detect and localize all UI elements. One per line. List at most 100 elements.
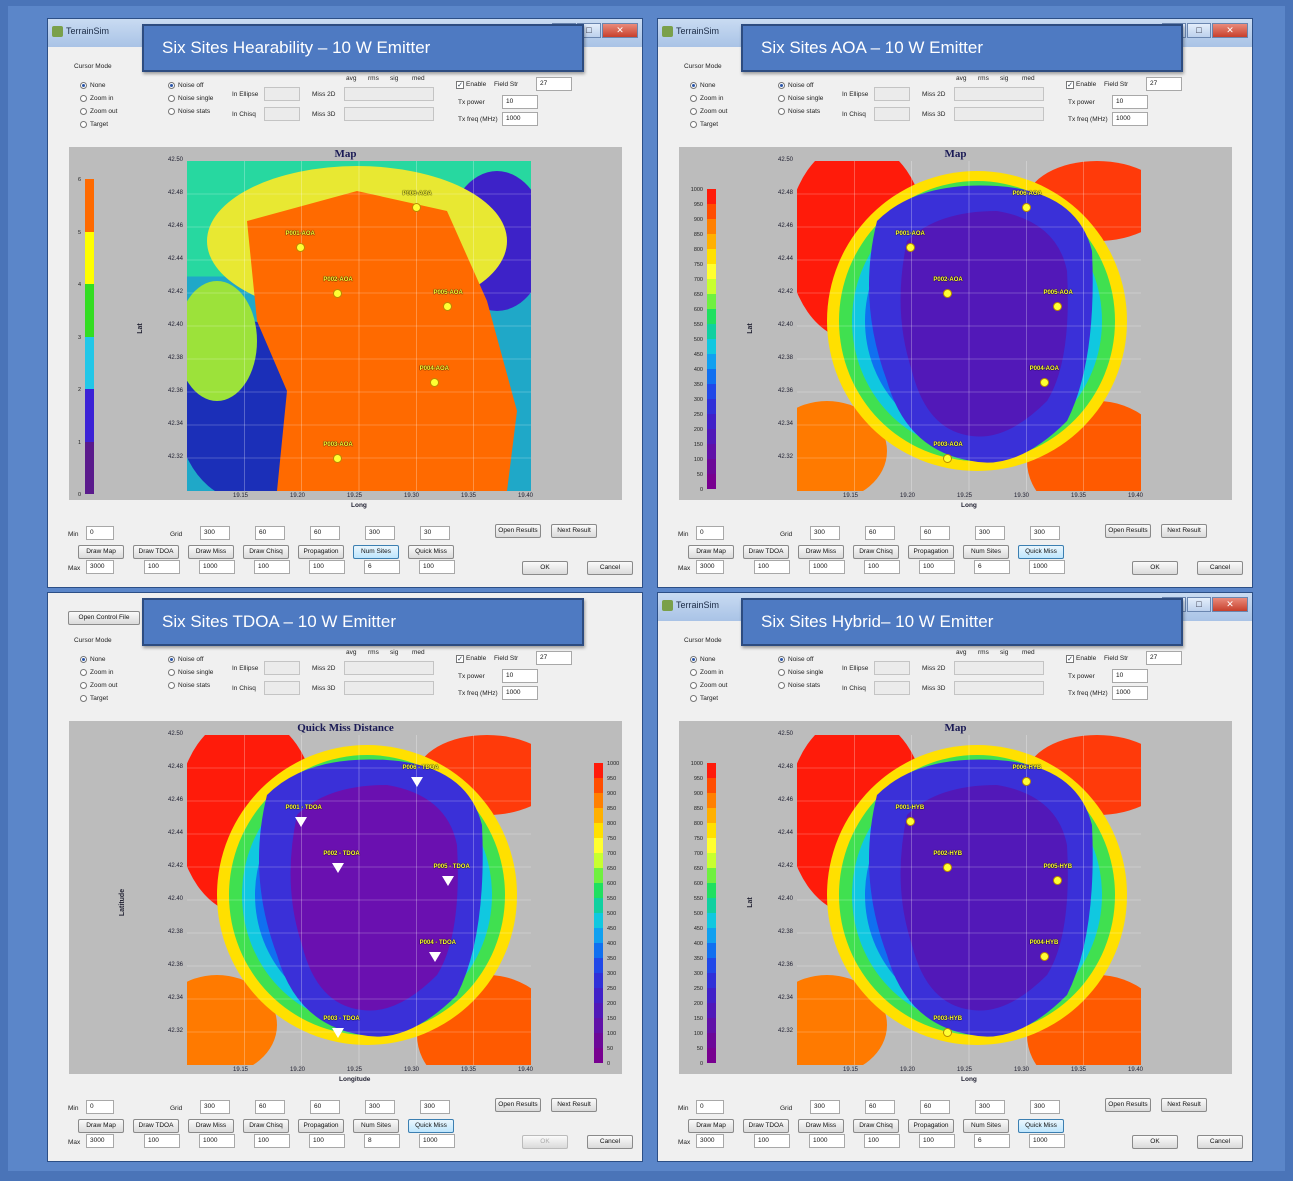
toolbar-button[interactable]: Draw Map [688, 545, 734, 559]
toolbar-button[interactable]: Draw Miss [188, 1119, 234, 1133]
grid-value-input[interactable]: 300 [810, 526, 840, 540]
grid-value-input[interactable]: 60 [310, 1100, 340, 1114]
parameter-input[interactable]: 100 [254, 560, 290, 574]
grid-value-input[interactable]: 300 [975, 526, 1005, 540]
grid-value-input[interactable]: 300 [200, 526, 230, 540]
tx-freq-input[interactable]: 1000 [502, 686, 538, 700]
toolbar-button[interactable]: Num Sites [353, 1119, 399, 1133]
ok-button[interactable]: OK [522, 561, 568, 575]
ok-button[interactable]: OK [1132, 561, 1178, 575]
parameter-input[interactable]: 100 [144, 1134, 180, 1148]
toolbar-button[interactable]: Draw Chisq [243, 545, 289, 559]
max-input[interactable]: 3000 [86, 560, 114, 574]
toolbar-button[interactable]: Num Sites [963, 1119, 1009, 1133]
field-str-input[interactable]: 27 [536, 77, 572, 91]
toolbar-button[interactable]: Draw Miss [798, 545, 844, 559]
tx-power-input[interactable]: 10 [502, 95, 538, 109]
cursor-mode-radio[interactable] [690, 82, 697, 89]
parameter-input[interactable]: 100 [919, 560, 955, 574]
toolbar-button[interactable]: Draw TDOA [133, 545, 179, 559]
tx-power-input[interactable]: 10 [502, 669, 538, 683]
grid-value-input[interactable]: 60 [865, 1100, 895, 1114]
cursor-mode-radio[interactable] [690, 695, 697, 702]
next-result-button[interactable]: Next Result [1161, 524, 1207, 538]
enable-checkbox[interactable]: ✓ [456, 655, 464, 663]
parameter-input[interactable]: 100 [919, 1134, 955, 1148]
parameter-input[interactable]: 6 [364, 560, 400, 574]
grid-value-input[interactable]: 30 [420, 526, 450, 540]
cursor-mode-radio[interactable] [80, 669, 87, 676]
parameter-input[interactable]: 8 [364, 1134, 400, 1148]
maximize-button[interactable]: □ [1187, 23, 1211, 38]
enable-checkbox[interactable]: ✓ [456, 81, 464, 89]
close-button[interactable]: ✕ [602, 23, 638, 38]
next-result-button[interactable]: Next Result [1161, 1098, 1207, 1112]
cursor-mode-radio[interactable] [80, 108, 87, 115]
toolbar-button[interactable]: Num Sites [963, 545, 1009, 559]
close-button[interactable]: ✕ [1212, 597, 1248, 612]
min-input[interactable]: 0 [696, 526, 724, 540]
noise-mode-radio[interactable] [168, 95, 175, 102]
field-str-input[interactable]: 27 [536, 651, 572, 665]
min-input[interactable]: 0 [86, 526, 114, 540]
tx-freq-input[interactable]: 1000 [502, 112, 538, 126]
cursor-mode-radio[interactable] [80, 95, 87, 102]
tx-power-input[interactable]: 10 [1112, 669, 1148, 683]
cursor-mode-radio[interactable] [690, 682, 697, 689]
close-button[interactable]: ✕ [1212, 23, 1248, 38]
cancel-button[interactable]: Cancel [1197, 561, 1243, 575]
cancel-button[interactable]: Cancel [587, 561, 633, 575]
grid-value-input[interactable]: 300 [1030, 1100, 1060, 1114]
parameter-input[interactable]: 1000 [1029, 1134, 1065, 1148]
parameter-input[interactable]: 1000 [419, 1134, 455, 1148]
parameter-input[interactable]: 1000 [809, 1134, 845, 1148]
parameter-input[interactable]: 100 [754, 1134, 790, 1148]
cancel-button[interactable]: Cancel [1197, 1135, 1243, 1149]
open-results-button[interactable]: Open Results [495, 524, 541, 538]
next-result-button[interactable]: Next Result [551, 524, 597, 538]
grid-value-input[interactable]: 300 [975, 1100, 1005, 1114]
grid-value-input[interactable]: 300 [1030, 526, 1060, 540]
toolbar-button[interactable]: Draw Miss [798, 1119, 844, 1133]
ok-button[interactable]: OK [522, 1135, 568, 1149]
toolbar-button[interactable]: Num Sites [353, 545, 399, 559]
next-result-button[interactable]: Next Result [551, 1098, 597, 1112]
noise-mode-radio[interactable] [778, 108, 785, 115]
field-str-input[interactable]: 27 [1146, 651, 1182, 665]
open-results-button[interactable]: Open Results [495, 1098, 541, 1112]
cursor-mode-radio[interactable] [690, 121, 697, 128]
cursor-mode-radio[interactable] [690, 95, 697, 102]
cursor-mode-radio[interactable] [80, 695, 87, 702]
grid-value-input[interactable]: 300 [420, 1100, 450, 1114]
cursor-mode-radio[interactable] [80, 82, 87, 89]
grid-value-input[interactable]: 60 [310, 526, 340, 540]
cursor-mode-radio[interactable] [80, 121, 87, 128]
toolbar-button[interactable]: Quick Miss [1018, 545, 1064, 559]
field-str-input[interactable]: 27 [1146, 77, 1182, 91]
noise-mode-radio[interactable] [778, 82, 785, 89]
toolbar-button[interactable]: Draw TDOA [133, 1119, 179, 1133]
grid-value-input[interactable]: 60 [920, 1100, 950, 1114]
toolbar-button[interactable]: Draw Miss [188, 545, 234, 559]
parameter-input[interactable]: 100 [309, 1134, 345, 1148]
parameter-input[interactable]: 1000 [809, 560, 845, 574]
grid-value-input[interactable]: 60 [865, 526, 895, 540]
parameter-input[interactable]: 100 [864, 1134, 900, 1148]
toolbar-button[interactable]: Quick Miss [1018, 1119, 1064, 1133]
toolbar-button[interactable]: Propagation [298, 1119, 344, 1133]
cursor-mode-radio[interactable] [690, 108, 697, 115]
tx-freq-input[interactable]: 1000 [1112, 686, 1148, 700]
cursor-mode-radio[interactable] [690, 656, 697, 663]
toolbar-button[interactable]: Draw Map [78, 545, 124, 559]
noise-mode-radio[interactable] [168, 682, 175, 689]
grid-value-input[interactable]: 60 [255, 526, 285, 540]
noise-mode-radio[interactable] [168, 669, 175, 676]
max-input[interactable]: 3000 [696, 560, 724, 574]
noise-mode-radio[interactable] [168, 656, 175, 663]
parameter-input[interactable]: 100 [254, 1134, 290, 1148]
parameter-input[interactable]: 6 [974, 560, 1010, 574]
open-control-file-button[interactable]: Open Control File [68, 611, 140, 625]
maximize-button[interactable]: □ [1187, 597, 1211, 612]
parameter-input[interactable]: 100 [144, 560, 180, 574]
parameter-input[interactable]: 1000 [199, 1134, 235, 1148]
